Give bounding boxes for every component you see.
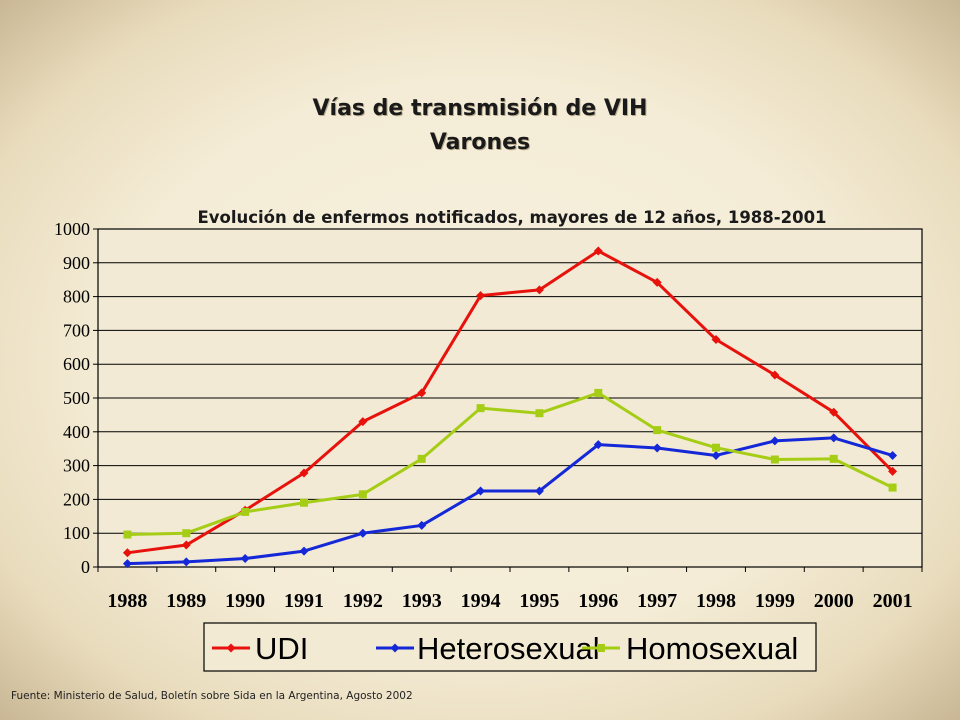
x-tick-label: 2000 bbox=[814, 590, 854, 612]
legend-label: UDI bbox=[255, 631, 308, 666]
data-point bbox=[712, 443, 720, 452]
x-tick-label: 1992 bbox=[343, 590, 383, 612]
data-point bbox=[181, 540, 191, 550]
data-point bbox=[711, 335, 721, 345]
data-point bbox=[829, 454, 838, 463]
data-point bbox=[770, 436, 780, 446]
legend: UDI Heterosexual Homosexual bbox=[203, 622, 817, 672]
x-tick-label: 1988 bbox=[107, 590, 147, 612]
data-point bbox=[888, 450, 898, 460]
y-tick-label: 300 bbox=[63, 456, 90, 476]
x-tick-label: 1993 bbox=[402, 590, 442, 612]
data-point bbox=[182, 529, 191, 538]
data-point bbox=[535, 409, 544, 418]
data-point bbox=[299, 546, 309, 556]
data-point bbox=[888, 466, 898, 476]
data-point bbox=[417, 520, 427, 530]
data-point bbox=[594, 388, 603, 397]
x-tick-label: 1999 bbox=[755, 590, 795, 612]
series-line-homosexual bbox=[127, 391, 894, 537]
legend-marker bbox=[597, 644, 605, 652]
data-point bbox=[593, 246, 603, 256]
chart-title: Evolución de enfermos notificados, mayor… bbox=[197, 208, 826, 227]
data-point bbox=[476, 486, 486, 496]
data-point bbox=[534, 285, 544, 295]
legend-marker bbox=[226, 643, 236, 653]
y-tick-label: 600 bbox=[63, 354, 90, 374]
y-tick-label: 700 bbox=[63, 320, 90, 340]
data-point bbox=[241, 507, 250, 516]
x-tick-label: 1998 bbox=[696, 590, 736, 612]
slide-subtitle: Varones bbox=[429, 130, 531, 155]
slide-title: Vías de transmisión de VIH bbox=[312, 96, 648, 121]
data-point bbox=[652, 443, 662, 453]
y-tick-label: 1000 bbox=[54, 219, 90, 239]
data-point bbox=[417, 388, 427, 398]
data-point bbox=[300, 498, 308, 507]
data-point bbox=[358, 417, 368, 427]
data-point bbox=[888, 483, 897, 492]
data-point bbox=[240, 554, 250, 564]
data-point bbox=[653, 426, 662, 435]
data-point bbox=[593, 440, 603, 450]
x-tick-label: 1989 bbox=[166, 590, 206, 612]
series-line-heterosexual bbox=[127, 436, 894, 566]
y-tick-label: 900 bbox=[63, 253, 90, 273]
data-point bbox=[652, 277, 662, 287]
data-point bbox=[476, 291, 486, 301]
data-point bbox=[122, 559, 132, 569]
legend-box bbox=[203, 622, 817, 672]
data-point bbox=[829, 433, 839, 443]
x-tick-label: 2001 bbox=[873, 590, 913, 612]
data-point bbox=[123, 530, 132, 539]
x-tick-label: 1997 bbox=[637, 590, 677, 612]
source-note: Fuente: Ministerio de Salud, Boletín sob… bbox=[11, 690, 413, 702]
data-point bbox=[181, 557, 191, 567]
x-tick-label: 1996 bbox=[578, 590, 618, 612]
data-point bbox=[770, 370, 780, 380]
data-point bbox=[358, 528, 368, 538]
data-point bbox=[476, 404, 485, 413]
y-tick-label: 200 bbox=[63, 489, 90, 509]
data-point bbox=[534, 486, 544, 496]
y-tick-label: 100 bbox=[63, 523, 90, 543]
data-point bbox=[299, 468, 309, 478]
data-point bbox=[829, 407, 839, 417]
data-point bbox=[358, 490, 367, 499]
y-tick-label: 0 bbox=[81, 557, 90, 577]
series-line-udi bbox=[127, 249, 894, 555]
x-tick-label: 1991 bbox=[284, 590, 324, 612]
y-tick-label: 500 bbox=[63, 388, 90, 408]
x-tick-label: 1994 bbox=[461, 590, 501, 612]
legend-marker bbox=[390, 643, 400, 653]
data-point bbox=[417, 454, 426, 463]
x-tick-label: 1995 bbox=[519, 590, 559, 612]
legend-label: Homosexual bbox=[626, 631, 798, 666]
data-point bbox=[122, 548, 132, 558]
y-tick-label: 400 bbox=[63, 422, 90, 442]
data-point bbox=[711, 450, 721, 460]
data-point bbox=[770, 455, 779, 464]
x-tick-label: 1990 bbox=[225, 590, 265, 612]
legend-label: Heterosexual bbox=[417, 631, 600, 666]
y-tick-label: 800 bbox=[63, 287, 90, 307]
